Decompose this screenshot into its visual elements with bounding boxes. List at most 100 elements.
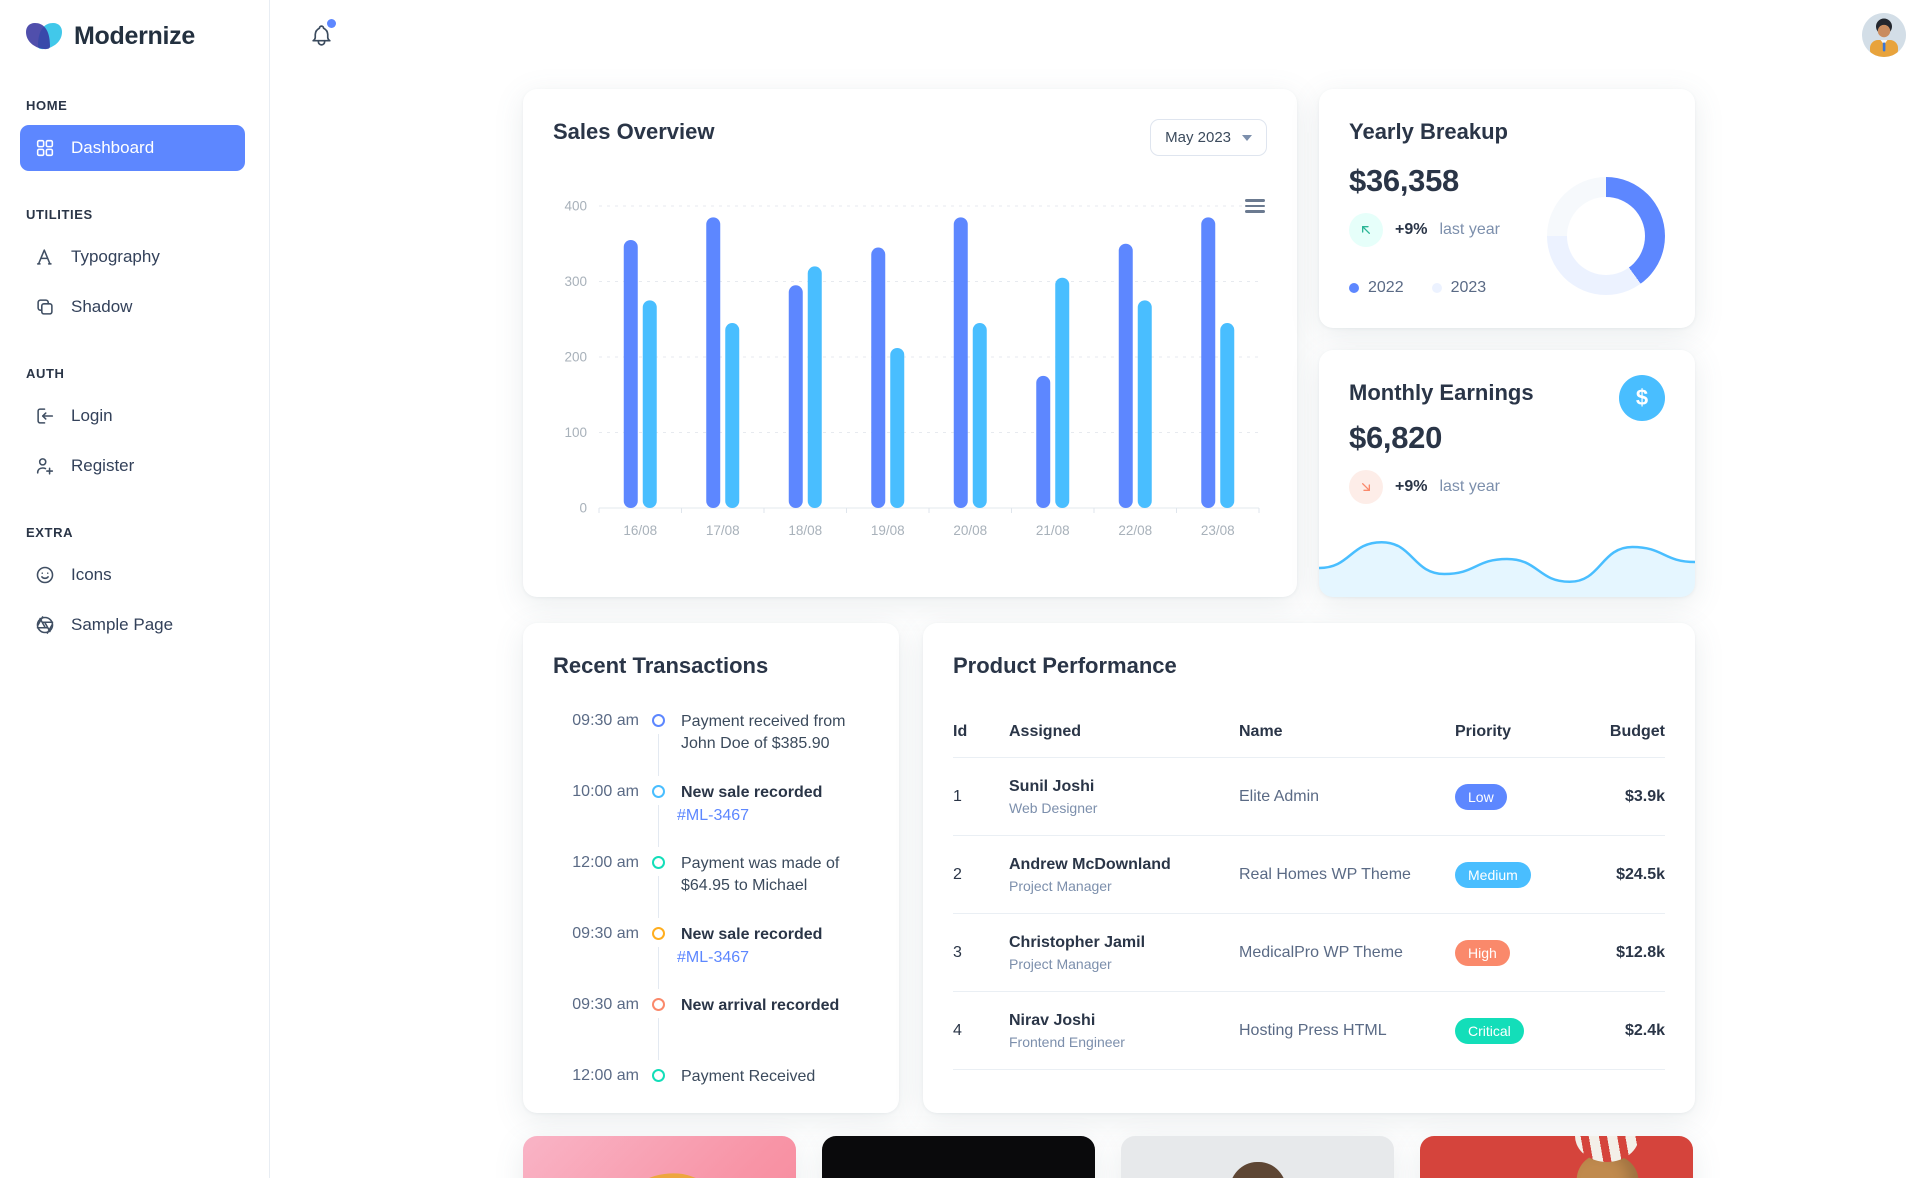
svg-text:21/08: 21/08 [1036, 523, 1070, 538]
table-row: 1 Sunil Joshi Web Designer Elite Admin Lo… [953, 758, 1665, 836]
nav-section-label: UTILITIES [26, 207, 93, 222]
earnings-delta: +9% [1395, 478, 1428, 495]
typography-icon [34, 246, 56, 268]
svg-text:20/08: 20/08 [953, 523, 987, 538]
product-performance-table: Id Assigned Name Priority Budget 1 Sunil… [953, 723, 1665, 1070]
yearly-delta-label: last year [1439, 221, 1500, 238]
arrow-up-left-icon [1362, 226, 1370, 234]
topbar [270, 0, 1920, 70]
yearly-breakup-title: Yearly Breakup [1349, 119, 1508, 144]
transaction-item: 12:00 am Payment was made of $64.95 to M… [553, 853, 869, 924]
dollar-icon: $ [1619, 375, 1665, 421]
cell-name: Elite Admin [1239, 787, 1320, 805]
user-avatar[interactable] [1862, 13, 1906, 57]
login-icon [34, 405, 56, 427]
cell-role: Project Manager [1009, 877, 1112, 894]
sidebar-item-sample-page[interactable]: Sample Page [20, 602, 245, 648]
nav-section-label: EXTRA [26, 525, 74, 540]
dashboard-content: Sales Overview May 2023 0 100 200 300 400 16/… [523, 89, 1695, 1178]
sidebar-item-dashboard[interactable]: Dashboard [20, 125, 245, 171]
timeline-dot [651, 1069, 665, 1082]
aperture-icon [34, 614, 56, 636]
sidebar-item-label: Typography [71, 247, 160, 266]
brand-logo[interactable]: Modernize [20, 16, 245, 62]
cell-assigned: Andrew McDownland [1009, 855, 1171, 873]
table-row: 4 Nirav Joshi Frontend Engineer Hosting P… [953, 992, 1665, 1070]
transaction-text: Payment Received [681, 1068, 816, 1085]
cell-assigned: Sunil Joshi [1009, 777, 1095, 795]
nav-section-home: HOME Dashboard [20, 98, 245, 171]
recent-transactions-card: Recent Transactions 09:30 am Payment rec… [523, 623, 899, 1113]
timeline-line [658, 1018, 659, 1060]
cell-name: Hosting Press HTML [1239, 1021, 1387, 1039]
transaction-time: 09:30 am [572, 925, 639, 942]
chart-menu-icon[interactable] [1245, 196, 1265, 216]
svg-text:400: 400 [564, 199, 587, 214]
notifications-button[interactable] [306, 19, 336, 50]
transaction-text: Payment was made of $64.95 to Michael [681, 855, 840, 895]
timeline-line [658, 947, 659, 989]
product-image-card-3[interactable] [1121, 1136, 1394, 1178]
sidebar-item-label: Register [71, 456, 135, 475]
nav-section-utilities: UTILITIES Typography Shadow [20, 207, 245, 330]
cell-role: Project Manager [1009, 955, 1112, 972]
cell-budget: $24.5k [1616, 865, 1665, 883]
monthly-earnings-amount: $6,820 [1349, 420, 1443, 455]
sales-overview-title: Sales Overview [553, 119, 715, 144]
transaction-time: 12:00 am [572, 854, 639, 871]
product-photo-detail [612, 1164, 722, 1178]
period-select-value: May 2023 [1165, 129, 1231, 146]
sidebar-item-label: Shadow [71, 297, 133, 316]
transactions-timeline: 09:30 am Payment received from John Doe … [553, 711, 869, 1137]
svg-text:18/08: 18/08 [788, 523, 822, 538]
product-image-card-4[interactable] [1420, 1136, 1693, 1178]
cell-assigned: Nirav Joshi [1009, 1011, 1096, 1029]
table-row: 3 Christopher Jamil Project Manager Medic… [953, 914, 1665, 992]
arrow-down-right-icon [1362, 483, 1370, 491]
col-header-id: Id [953, 723, 968, 740]
timeline-dot [651, 998, 665, 1011]
transaction-time: 09:30 am [572, 712, 639, 729]
sidebar-item-register[interactable]: Register [20, 443, 245, 489]
nav-section-auth: AUTH Login Register [20, 366, 245, 489]
brand-name: Modernize [74, 21, 195, 50]
cell-name: MedicalPro WP Theme [1239, 943, 1403, 961]
sidebar-item-label: Login [71, 406, 113, 425]
sales-bar-chart: 0 100 200 300 400 16/08 17/08 18/08 19/08 20/08 21… [564, 199, 1260, 538]
earnings-delta-label: last year [1439, 478, 1500, 495]
svg-text:200: 200 [564, 350, 587, 365]
sidebar-item-typography[interactable]: Typography [20, 234, 245, 280]
sales-overview-card: Sales Overview May 2023 0 100 200 300 400 16/… [523, 89, 1297, 597]
svg-text:0: 0 [579, 501, 587, 516]
yearly-breakup-card: Yearly Breakup $36,358 +9% last year [1319, 89, 1695, 328]
chevron-down-icon [1242, 134, 1252, 141]
timeline-dot [651, 856, 665, 869]
earnings-area-chart [1319, 540, 1695, 597]
table-header-row: Id Assigned Name Priority Budget [953, 723, 1665, 758]
transaction-item: 09:30 am New sale recorded #ML-3467 [553, 924, 869, 995]
period-select[interactable]: May 2023 [1150, 119, 1267, 156]
sidebar-item-label: Dashboard [71, 138, 155, 157]
copy-shadow-icon [34, 296, 56, 318]
svg-text:22/08: 22/08 [1118, 523, 1152, 538]
svg-text:17/08: 17/08 [706, 523, 740, 538]
trend-down-badge [1349, 470, 1383, 504]
nav-section-extra: EXTRA Icons Sample Page [20, 525, 245, 648]
sidebar-item-shadow[interactable]: Shadow [20, 284, 245, 330]
product-photo-detail [1575, 1136, 1639, 1162]
yearly-breakup-amount: $36,358 [1349, 163, 1459, 198]
transaction-link[interactable]: #ML-3467 [677, 949, 750, 967]
transaction-link[interactable]: #ML-3467 [677, 807, 750, 825]
priority-badge: Critical [1455, 1017, 1524, 1044]
sidebar-item-login[interactable]: Login [20, 393, 245, 439]
product-image-card-1[interactable] [523, 1136, 796, 1178]
product-image-card-2[interactable] [822, 1136, 1095, 1178]
main-area: Sales Overview May 2023 0 100 200 300 400 16/… [270, 0, 1920, 1178]
transaction-item: 12:00 am Payment Received [553, 1066, 869, 1137]
transaction-item: 09:30 am Payment received from John Doe … [553, 711, 869, 782]
sidebar-item-icons[interactable]: Icons [20, 552, 245, 598]
cell-budget: $12.8k [1616, 943, 1665, 961]
legend-2022: 2022 [1349, 279, 1404, 297]
priority-badge: Medium [1455, 861, 1531, 888]
transaction-item: 09:30 am New arrival recorded [553, 995, 869, 1066]
